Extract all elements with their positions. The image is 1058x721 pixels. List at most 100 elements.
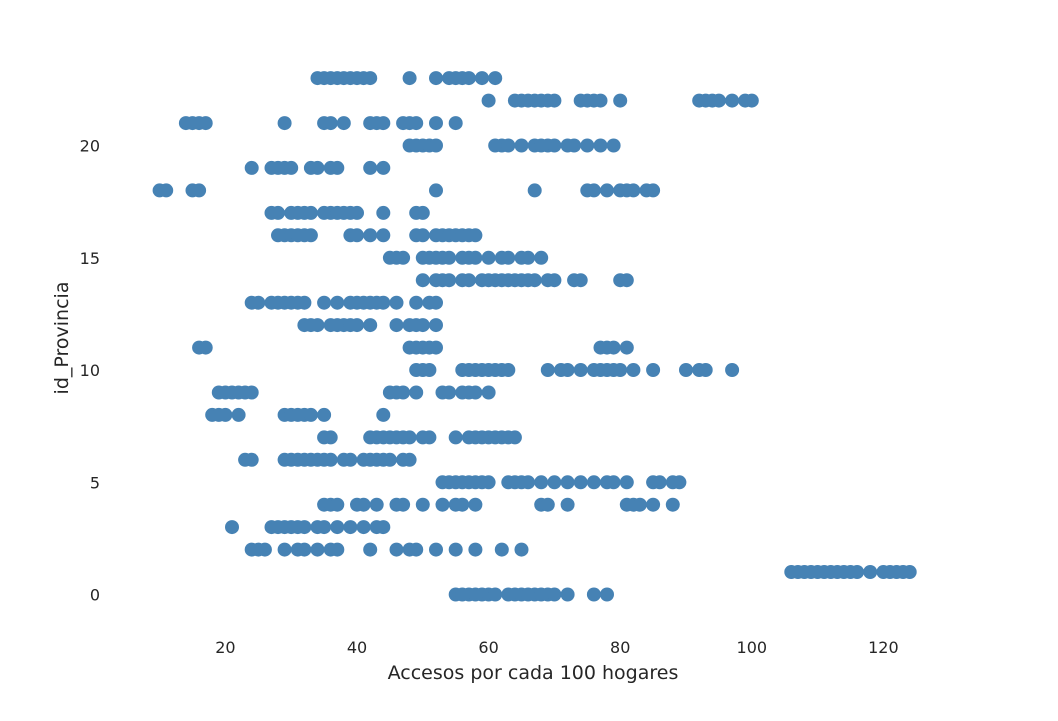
data-point <box>330 296 344 310</box>
data-point <box>468 386 482 400</box>
data-point <box>468 251 482 265</box>
data-point <box>376 228 390 242</box>
data-point <box>429 139 443 153</box>
x-tick-label: 120 <box>868 638 899 657</box>
data-point <box>271 206 285 220</box>
data-point <box>422 430 436 444</box>
data-point <box>225 520 239 534</box>
data-point <box>429 296 443 310</box>
data-point <box>442 386 456 400</box>
y-tick-label: 20 <box>80 137 100 156</box>
data-point <box>350 206 364 220</box>
data-point <box>409 386 423 400</box>
data-point <box>403 430 417 444</box>
data-point <box>607 475 621 489</box>
y-tick-label: 15 <box>80 249 100 268</box>
data-point <box>403 71 417 85</box>
data-point <box>363 228 377 242</box>
data-point <box>666 498 680 512</box>
x-tick-label: 80 <box>610 638 630 657</box>
data-point <box>324 453 338 467</box>
data-point <box>620 273 634 287</box>
x-axis-ticks: 20 40 60 80 100 120 <box>215 638 898 657</box>
data-point <box>547 139 561 153</box>
data-point <box>297 543 311 557</box>
data-point <box>337 116 351 130</box>
data-point <box>620 475 634 489</box>
data-point <box>699 363 713 377</box>
data-point <box>725 363 739 377</box>
data-point <box>343 520 357 534</box>
data-point <box>547 94 561 108</box>
data-point <box>462 273 476 287</box>
data-point <box>409 296 423 310</box>
data-point <box>376 408 390 422</box>
data-point <box>567 139 581 153</box>
data-point <box>646 498 660 512</box>
data-point <box>422 363 436 377</box>
data-point <box>607 139 621 153</box>
data-point <box>646 183 660 197</box>
data-point <box>376 296 390 310</box>
x-axis-label: Accesos por cada 100 hogares <box>388 662 679 684</box>
data-point <box>547 273 561 287</box>
data-point <box>482 251 496 265</box>
x-tick-label: 20 <box>215 638 235 657</box>
data-point <box>449 543 463 557</box>
data-point <box>468 498 482 512</box>
data-point <box>594 139 608 153</box>
data-point <box>587 475 601 489</box>
data-point <box>468 543 482 557</box>
data-point <box>376 520 390 534</box>
data-point <box>304 206 318 220</box>
data-point <box>574 475 588 489</box>
data-point <box>626 363 640 377</box>
data-point <box>383 453 397 467</box>
data-point <box>376 116 390 130</box>
data-point <box>508 430 522 444</box>
data-point <box>745 94 759 108</box>
data-point <box>363 71 377 85</box>
data-point <box>218 408 232 422</box>
data-point <box>304 408 318 422</box>
data-point <box>429 116 443 130</box>
data-point <box>416 206 430 220</box>
y-tick-label: 0 <box>90 586 100 605</box>
data-point <box>850 565 864 579</box>
data-point <box>357 498 371 512</box>
data-point <box>580 139 594 153</box>
data-point <box>278 543 292 557</box>
data-point <box>324 430 338 444</box>
data-point <box>501 139 515 153</box>
data-point <box>449 116 463 130</box>
data-point <box>416 498 430 512</box>
data-point <box>311 543 325 557</box>
y-tick-label: 10 <box>80 361 100 380</box>
data-point <box>863 565 877 579</box>
data-point <box>363 543 377 557</box>
data-point <box>534 475 548 489</box>
data-point <box>547 475 561 489</box>
data-point <box>192 183 206 197</box>
data-point <box>251 296 265 310</box>
data-point <box>376 161 390 175</box>
data-point <box>468 228 482 242</box>
x-tick-label: 100 <box>737 638 768 657</box>
data-point <box>587 183 601 197</box>
data-point <box>245 161 259 175</box>
data-point <box>376 206 390 220</box>
data-point <box>515 543 529 557</box>
data-point <box>594 94 608 108</box>
data-point <box>350 228 364 242</box>
data-point <box>541 363 555 377</box>
data-point <box>725 94 739 108</box>
data-point <box>462 71 476 85</box>
data-point <box>613 363 627 377</box>
data-point <box>620 341 634 355</box>
data-point <box>521 251 535 265</box>
y-axis-label: id_Provincia <box>51 282 73 395</box>
data-point <box>429 183 443 197</box>
data-point <box>495 543 509 557</box>
data-point <box>330 520 344 534</box>
